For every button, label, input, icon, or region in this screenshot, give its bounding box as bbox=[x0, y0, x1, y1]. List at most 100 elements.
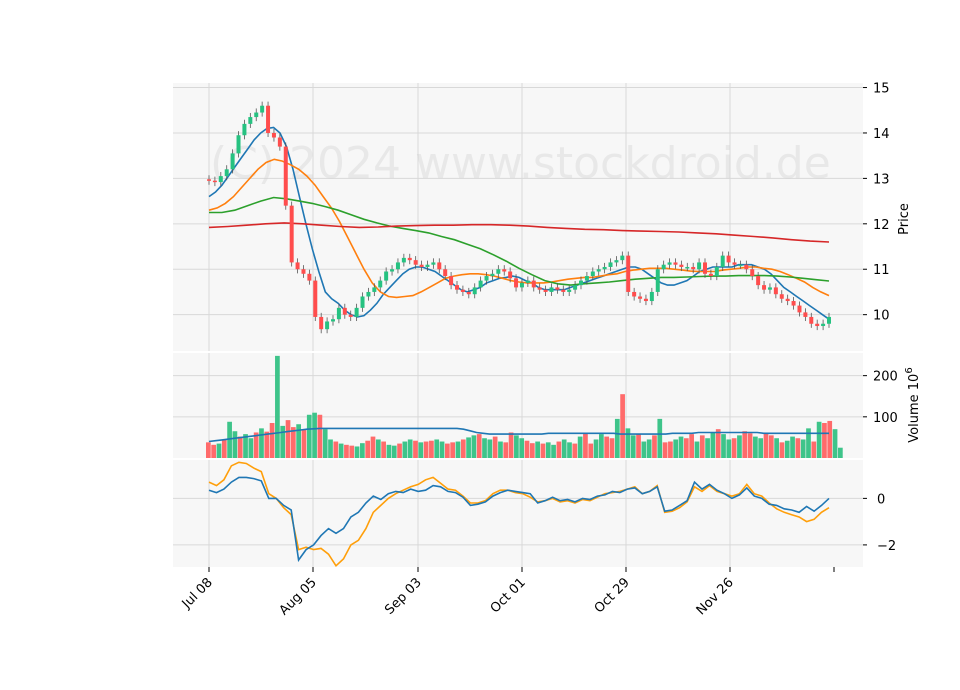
indicator-tick-label: −2 bbox=[877, 539, 896, 554]
volume-bar bbox=[492, 436, 498, 458]
candle-body bbox=[319, 316, 324, 330]
candle-body bbox=[484, 276, 489, 281]
candle-body bbox=[242, 123, 247, 136]
indicator-axis: −2 0 bbox=[863, 492, 896, 554]
price-tick-label: 13 bbox=[873, 172, 890, 187]
candle-body bbox=[313, 280, 318, 317]
volume-bar bbox=[344, 444, 349, 458]
candle-body bbox=[655, 269, 660, 292]
candle-body bbox=[815, 323, 820, 327]
candle-body bbox=[289, 205, 294, 263]
volume-bar bbox=[556, 441, 562, 458]
volume-bar bbox=[636, 434, 641, 458]
price-axis: 10 11 12 13 14 15 bbox=[863, 82, 890, 324]
volume-bar bbox=[386, 444, 392, 458]
candle-body bbox=[827, 316, 831, 324]
volume-bar bbox=[397, 443, 402, 458]
candle-body bbox=[803, 312, 808, 317]
price-panel: (C) 2024 www.stockdroid.de 101112131415 … bbox=[173, 82, 912, 351]
volume-bar bbox=[375, 439, 381, 458]
candle-body bbox=[277, 137, 282, 147]
candle-body bbox=[543, 289, 548, 292]
volume-bar bbox=[237, 436, 243, 458]
moving-average-line bbox=[209, 196, 830, 286]
volume-bar bbox=[731, 438, 737, 458]
volume-bar bbox=[312, 412, 317, 458]
candle-body bbox=[342, 307, 347, 315]
volume-bar bbox=[206, 442, 211, 458]
candle-body bbox=[230, 153, 235, 170]
candle-body bbox=[762, 285, 767, 290]
volume-bar bbox=[301, 429, 307, 458]
candlesticks bbox=[207, 101, 831, 334]
volume-bar bbox=[407, 439, 413, 458]
volume-bar bbox=[455, 441, 461, 458]
volume-bar bbox=[694, 441, 700, 458]
volume-bar bbox=[742, 431, 748, 458]
volume-bar bbox=[806, 428, 811, 458]
volume-bar bbox=[768, 435, 774, 458]
volume-bar bbox=[614, 418, 620, 458]
candle-body bbox=[336, 307, 341, 320]
volume-bar bbox=[259, 428, 264, 458]
candle-body bbox=[714, 266, 719, 277]
volume-bar bbox=[482, 438, 487, 458]
volume-bar bbox=[418, 442, 424, 458]
volume-bar bbox=[577, 436, 583, 458]
candle-body bbox=[744, 264, 749, 270]
candle-body bbox=[750, 269, 755, 277]
candle-body bbox=[407, 257, 412, 261]
volume-bar bbox=[705, 438, 710, 458]
volume-bar bbox=[413, 440, 418, 458]
volume-tick-label: 100 bbox=[873, 411, 898, 426]
candle-body bbox=[514, 278, 519, 288]
candle-body bbox=[331, 319, 335, 322]
indicator-panel-background bbox=[173, 460, 863, 567]
candle-body bbox=[236, 135, 241, 154]
candle-body bbox=[738, 264, 743, 267]
candle-body bbox=[697, 262, 702, 270]
price-axis-label: Price bbox=[897, 203, 912, 235]
volume-bar bbox=[514, 435, 519, 458]
volume-bar bbox=[317, 414, 323, 458]
volume-bar bbox=[753, 436, 758, 458]
candle-body bbox=[661, 264, 666, 270]
volume-average-line bbox=[208, 427, 829, 443]
volume-bar bbox=[620, 394, 625, 458]
volume-bar bbox=[439, 441, 445, 458]
volume-bar bbox=[726, 439, 732, 458]
candle-body bbox=[283, 146, 288, 206]
volume-bar bbox=[646, 439, 652, 458]
volume-bar bbox=[487, 439, 493, 458]
volume-bar bbox=[721, 434, 726, 458]
candle-body bbox=[555, 287, 560, 290]
moving-average-line bbox=[208, 126, 830, 320]
candle-body bbox=[271, 132, 276, 138]
volume-bar bbox=[285, 420, 291, 458]
volume-bar bbox=[689, 434, 695, 458]
candle-body bbox=[531, 280, 536, 288]
date-tick-label: Oct 01 bbox=[488, 575, 529, 616]
candle-body bbox=[508, 271, 513, 279]
candle-body bbox=[519, 282, 524, 288]
candle-body bbox=[218, 176, 223, 183]
candle-body bbox=[437, 262, 442, 270]
volume-bar bbox=[498, 441, 503, 458]
volume-bar bbox=[652, 435, 657, 458]
volume-bar bbox=[232, 431, 238, 458]
candle-body bbox=[224, 169, 229, 177]
volume-bar bbox=[551, 444, 556, 458]
volume-bar bbox=[275, 355, 280, 458]
candle-body bbox=[449, 276, 454, 286]
candle-body bbox=[295, 262, 300, 270]
moving-average-line bbox=[208, 158, 830, 299]
candle-body bbox=[596, 269, 601, 272]
volume-bar bbox=[434, 439, 440, 458]
volume-bar bbox=[609, 438, 615, 458]
volume-bar bbox=[216, 443, 222, 458]
volume-bar bbox=[476, 434, 482, 458]
candle-body bbox=[561, 289, 566, 292]
volume-bar bbox=[391, 445, 397, 458]
candle-body bbox=[638, 296, 643, 299]
volume-bar bbox=[460, 439, 466, 458]
